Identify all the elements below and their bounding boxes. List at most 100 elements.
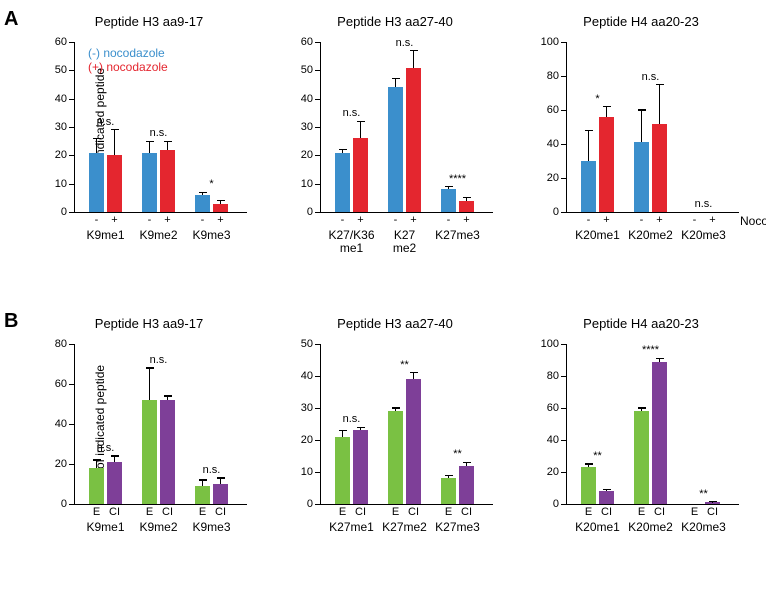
bar: [335, 437, 350, 504]
significance-label: n.s.: [203, 464, 221, 476]
x-group-label: K27me1: [329, 520, 374, 534]
x-tick-label: +: [709, 214, 715, 226]
y-tick: [315, 42, 321, 43]
y-tick: [561, 42, 567, 43]
y-tick: [561, 376, 567, 377]
significance-label: **: [453, 448, 462, 460]
x-group-label: K9me1: [86, 228, 124, 242]
significance-label: ****: [449, 173, 466, 185]
y-tick-label: 40: [55, 93, 67, 105]
plot-area: % of indicated peptide020406080ECIn.s.K9…: [74, 344, 247, 505]
x-group-label: K27: [394, 228, 415, 242]
chart-title: Peptide H3 aa27-40: [272, 316, 518, 331]
chart-cell: Peptide H3 aa9-17% of indicated peptide0…: [26, 14, 272, 294]
y-tick: [315, 472, 321, 473]
x-tick-label: CI: [707, 506, 718, 518]
y-tick-label: 0: [553, 206, 559, 218]
x-tick-label: -: [394, 214, 398, 226]
y-tick-label: 20: [547, 466, 559, 478]
y-tick: [69, 504, 75, 505]
y-tick: [315, 376, 321, 377]
plot-area: 0102030405060-+n.s.K27/K36me1-+n.s.K27me…: [320, 42, 493, 213]
error-bar: [149, 368, 150, 400]
bar: [459, 466, 474, 504]
x-tick-label: +: [656, 214, 662, 226]
y-tick: [315, 127, 321, 128]
x-tick-label: +: [463, 214, 469, 226]
chart-cell: Peptide H4 aa20-23020406080100ECI**K20me…: [518, 316, 764, 586]
bar: [107, 462, 122, 504]
y-tick: [315, 440, 321, 441]
significance-label: ****: [642, 344, 659, 356]
bar: [652, 124, 667, 212]
significance-label: **: [699, 488, 708, 500]
y-tick-label: 40: [301, 93, 313, 105]
y-tick: [315, 344, 321, 345]
y-tick: [315, 212, 321, 213]
error-bar: [149, 141, 150, 152]
error-cap: [93, 138, 101, 139]
error-bar: [641, 110, 642, 142]
error-cap: [709, 501, 717, 502]
error-cap: [164, 141, 172, 142]
error-bar: [413, 373, 414, 379]
bar: [353, 430, 368, 504]
significance-label: n.s.: [695, 198, 713, 210]
chart-cell: Peptide H4 aa20-23020406080100-+*K20me1-…: [518, 14, 764, 294]
error-cap: [392, 407, 400, 408]
bar: [107, 155, 122, 212]
bar: [160, 400, 175, 504]
y-tick-label: 30: [301, 402, 313, 414]
x-tick-label: -: [693, 214, 697, 226]
bar: [441, 478, 456, 504]
error-bar: [360, 121, 361, 138]
plot-area: 01020304050ECIn.s.K27me1ECI**K27me2ECI**…: [320, 344, 493, 505]
bar: [388, 411, 403, 504]
significance-label: n.s.: [642, 71, 660, 83]
significance-label: n.s.: [97, 442, 115, 454]
x-group-label: K27me3: [435, 520, 480, 534]
x-group-label: K9me2: [139, 520, 177, 534]
x-group-label: K20me1: [575, 228, 620, 242]
x-group-label: K27me2: [382, 520, 427, 534]
error-cap: [217, 200, 225, 201]
panel-label-B: B: [4, 310, 18, 333]
y-tick-label: 10: [301, 178, 313, 190]
panel-A-row: Peptide H3 aa9-17% of indicated peptide0…: [26, 14, 766, 294]
y-tick-label: 0: [307, 498, 313, 510]
bar: [160, 150, 175, 212]
y-tick-label: 60: [55, 378, 67, 390]
y-tick: [561, 76, 567, 77]
x-group-label: K9me1: [86, 520, 124, 534]
x-tick-label: +: [410, 214, 416, 226]
bar: [634, 142, 649, 212]
bar: [599, 117, 614, 212]
error-bar: [202, 480, 203, 486]
noco-axis-label: Noco: [740, 214, 766, 228]
y-tick-label: 60: [547, 402, 559, 414]
x-tick-label: CI: [109, 506, 120, 518]
error-cap: [463, 462, 471, 463]
figure-root: APeptide H3 aa9-17% of indicated peptide…: [0, 0, 766, 592]
y-tick: [561, 472, 567, 473]
y-tick: [561, 440, 567, 441]
y-tick-label: 0: [307, 206, 313, 218]
significance-label: n.s.: [396, 37, 414, 49]
significance-label: n.s.: [343, 107, 361, 119]
y-tick-label: 80: [547, 70, 559, 82]
significance-label: n.s.: [150, 354, 168, 366]
y-tick: [561, 110, 567, 111]
error-bar: [606, 107, 607, 117]
error-cap: [445, 475, 453, 476]
y-tick-label: 20: [55, 149, 67, 161]
y-tick-label: 0: [553, 498, 559, 510]
y-tick: [69, 212, 75, 213]
error-bar: [395, 79, 396, 88]
error-cap: [445, 186, 453, 187]
y-tick-label: 40: [301, 370, 313, 382]
significance-label: *: [209, 178, 213, 190]
y-tick: [315, 155, 321, 156]
error-cap: [656, 84, 664, 85]
y-tick-label: 10: [301, 466, 313, 478]
y-tick: [69, 424, 75, 425]
